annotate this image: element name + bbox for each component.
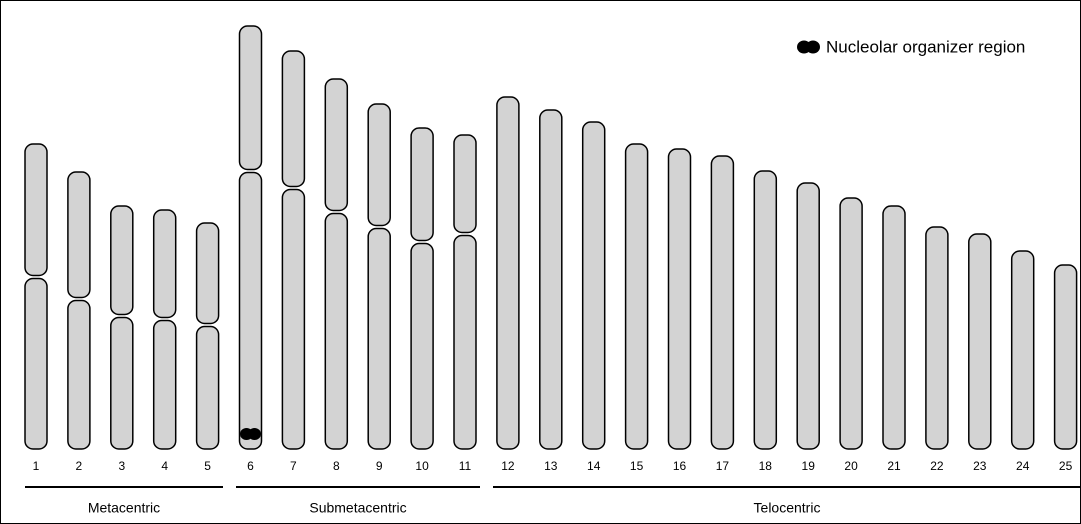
legend-label: Nucleolar organizer region bbox=[826, 37, 1025, 56]
legend: Nucleolar organizer region bbox=[797, 37, 1025, 56]
chromosome-arm bbox=[368, 104, 390, 226]
chromosome-arm bbox=[68, 172, 90, 298]
nor-marker bbox=[248, 428, 261, 440]
chromosome-arm bbox=[497, 97, 519, 449]
chromosome-label: 13 bbox=[544, 459, 558, 473]
chromosome-arm bbox=[282, 51, 304, 187]
group-label: Telocentric bbox=[754, 500, 821, 516]
chromosome-label: 17 bbox=[716, 459, 730, 473]
chromosome-arm bbox=[797, 183, 819, 449]
chromosome-arm bbox=[1055, 265, 1077, 449]
chromosome-arm bbox=[711, 156, 733, 449]
chromosome-label: 4 bbox=[161, 459, 168, 473]
chromosome-arm bbox=[68, 301, 90, 450]
chromosome-label: 14 bbox=[587, 459, 601, 473]
chromosome-arm bbox=[282, 190, 304, 450]
chromosome-arm bbox=[240, 173, 262, 450]
chromosome-arm bbox=[1012, 251, 1034, 449]
chromosome-arm bbox=[454, 236, 476, 450]
chromosome-label: 1 bbox=[33, 459, 40, 473]
chromosome-label: 22 bbox=[930, 459, 944, 473]
karyotype-figure: Nucleolar organizer region 1234567891011… bbox=[0, 0, 1081, 524]
chromosome-label: 16 bbox=[673, 459, 687, 473]
chromosome-label: 21 bbox=[887, 459, 901, 473]
chromosome-arm bbox=[454, 135, 476, 233]
group-label: Metacentric bbox=[88, 500, 160, 516]
chromosome-arm bbox=[240, 26, 262, 170]
chromosome-label: 24 bbox=[1016, 459, 1030, 473]
chromosome-label: 18 bbox=[759, 459, 773, 473]
chromosome-arm bbox=[111, 206, 133, 315]
chromosome-arm bbox=[411, 128, 433, 241]
chromosome-label: 5 bbox=[204, 459, 211, 473]
chromosome-label: 23 bbox=[973, 459, 987, 473]
group-label: Submetacentric bbox=[309, 500, 406, 516]
chromosome-arm bbox=[926, 227, 948, 449]
chromosome-label: 25 bbox=[1059, 459, 1073, 473]
chromosome-label: 7 bbox=[290, 459, 297, 473]
chromosome-label: 12 bbox=[501, 459, 515, 473]
chromosome-arm bbox=[154, 321, 176, 450]
chromosome-label: 19 bbox=[802, 459, 816, 473]
chromosome-arm bbox=[25, 144, 47, 276]
legend-marker bbox=[806, 41, 820, 54]
chromosome-arm bbox=[111, 318, 133, 450]
chromosome-arm bbox=[754, 171, 776, 449]
chromosome-arm bbox=[840, 198, 862, 449]
chromosome-arm bbox=[969, 234, 991, 449]
chromosome-label: 2 bbox=[76, 459, 83, 473]
page: Nucleolar organizer region 1234567891011… bbox=[0, 0, 1081, 524]
chromosome-label: 20 bbox=[844, 459, 858, 473]
chromosome-label: 3 bbox=[118, 459, 125, 473]
chromosome-arm bbox=[197, 327, 219, 450]
chromosome-arm bbox=[197, 223, 219, 324]
chromosome-arm bbox=[669, 149, 691, 449]
chromosome-arm bbox=[540, 110, 562, 449]
chromosome-arm bbox=[325, 214, 347, 450]
chromosome-arm bbox=[583, 122, 605, 449]
chromosome-label: 9 bbox=[376, 459, 383, 473]
chromosome-arm bbox=[411, 244, 433, 450]
chromosome-label: 15 bbox=[630, 459, 644, 473]
chromosome-label: 10 bbox=[415, 459, 429, 473]
chromosome-arm bbox=[883, 206, 905, 449]
chromosome-label: 11 bbox=[459, 459, 472, 473]
chromosome-label: 6 bbox=[247, 459, 254, 473]
chromosome-arm bbox=[25, 279, 47, 450]
chromosome-arm bbox=[154, 210, 176, 318]
chromosome-arm bbox=[325, 79, 347, 211]
chromosome-label: 8 bbox=[333, 459, 340, 473]
chromosome-arm bbox=[626, 144, 648, 449]
chromosome-arm bbox=[368, 229, 390, 450]
